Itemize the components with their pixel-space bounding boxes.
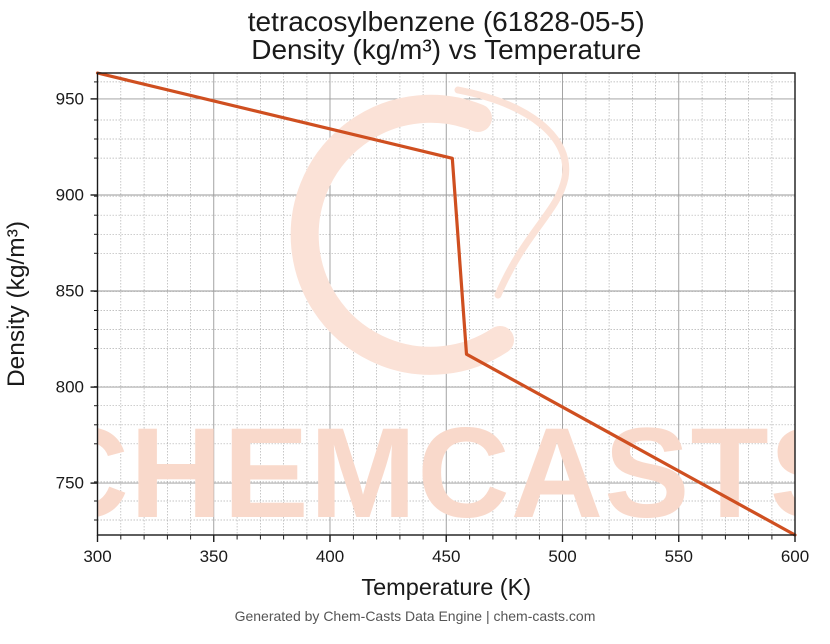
svg-text:400: 400 xyxy=(316,547,344,566)
svg-text:850: 850 xyxy=(56,282,84,301)
svg-text:750: 750 xyxy=(56,474,84,493)
svg-text:900: 900 xyxy=(56,186,84,205)
svg-text:950: 950 xyxy=(56,90,84,109)
svg-text:Density (kg/m³): Density (kg/m³) xyxy=(3,221,30,387)
svg-text:600: 600 xyxy=(781,547,809,566)
svg-text:450: 450 xyxy=(432,547,460,566)
svg-text:300: 300 xyxy=(83,547,111,566)
svg-text:350: 350 xyxy=(200,547,228,566)
svg-text:500: 500 xyxy=(548,547,576,566)
svg-text:CHEMCASTS: CHEMCASTS xyxy=(36,402,830,545)
svg-text:800: 800 xyxy=(56,378,84,397)
svg-text:550: 550 xyxy=(665,547,693,566)
